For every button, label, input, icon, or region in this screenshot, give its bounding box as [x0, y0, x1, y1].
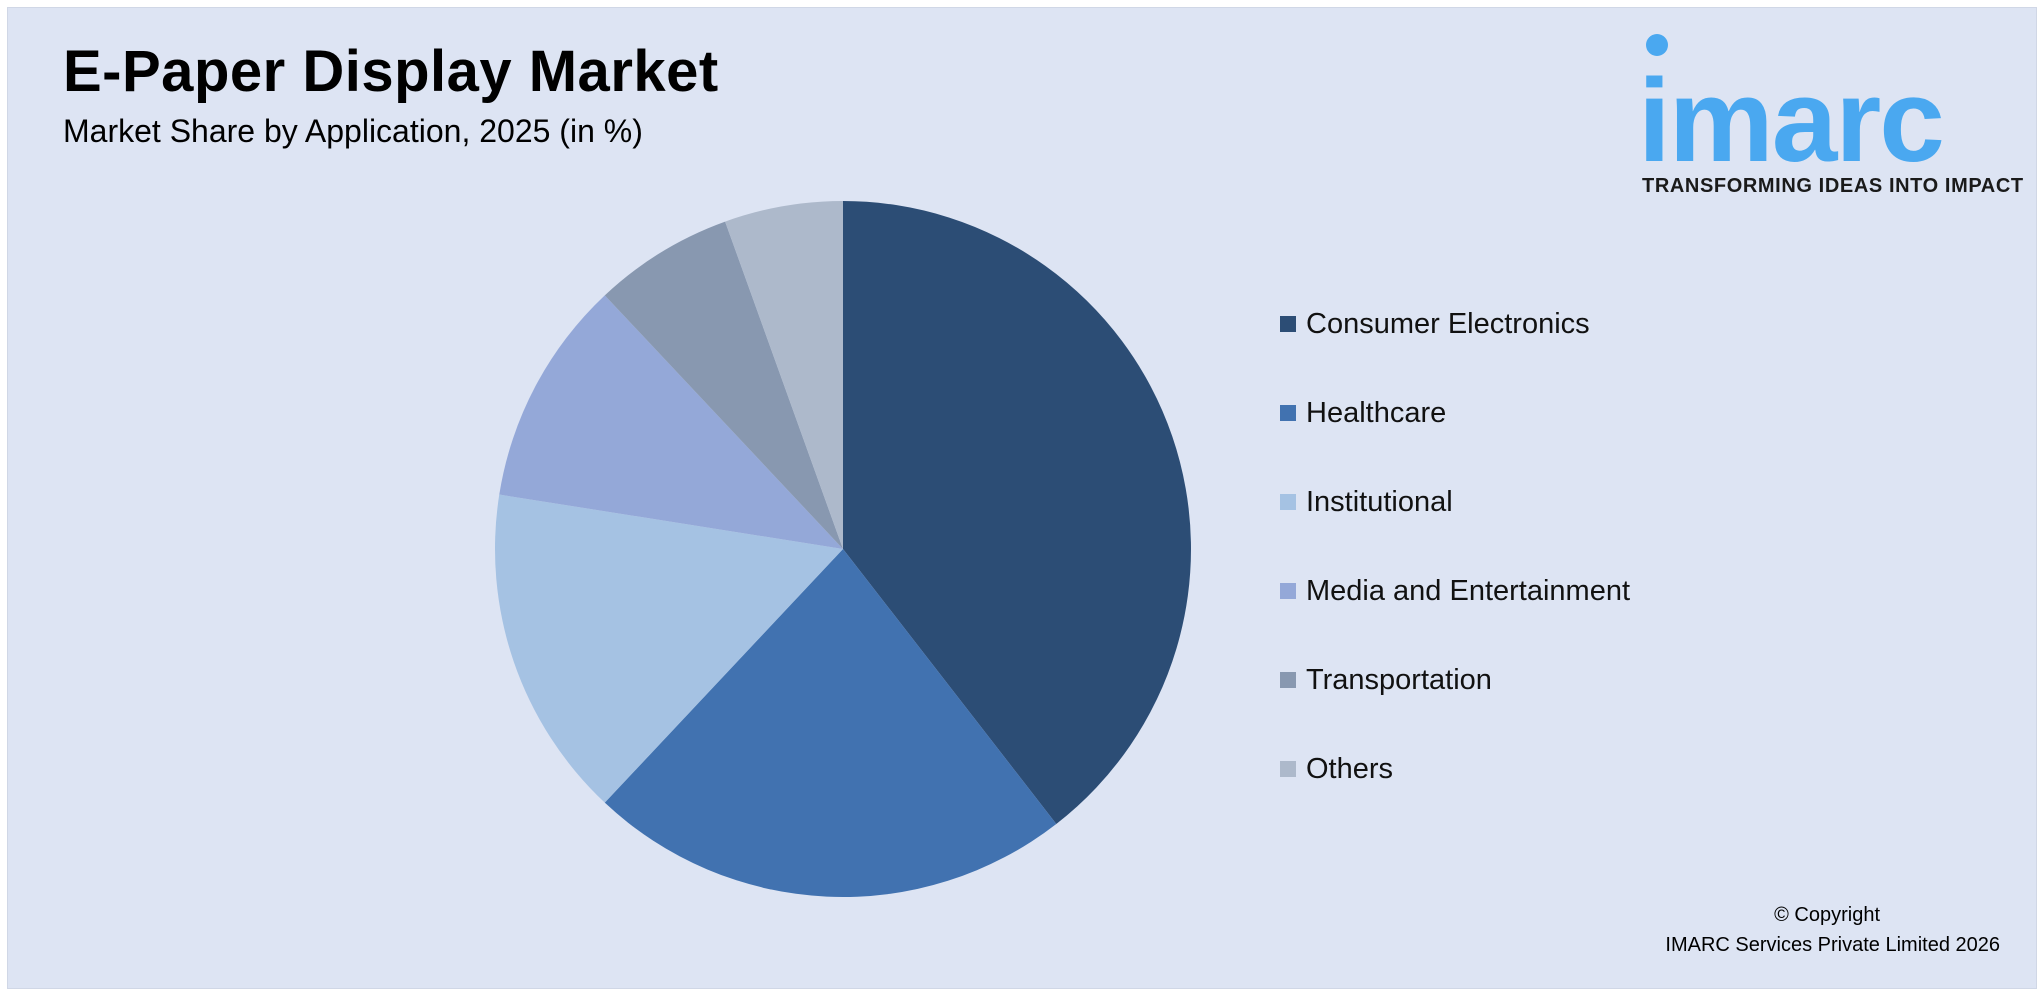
pie-chart: [494, 201, 1191, 897]
chart-subtitle: Market Share by Application, 2025 (in %): [63, 113, 643, 149]
legend-label: Others: [1306, 752, 1394, 785]
pie-slice-media-and-entertainment: [499, 295, 843, 549]
legend-swatch: [1280, 494, 1296, 510]
legend-item: Consumer Electronics: [1280, 304, 1590, 344]
logo-wordmark: imarc: [1638, 55, 1945, 187]
legend-label: Transportation: [1306, 663, 1492, 696]
chart-canvas: E-Paper Display Market Market Share by A…: [7, 7, 2037, 989]
legend-item: Media and Entertainment: [1280, 571, 1630, 611]
pie-slice-transportation: [604, 221, 843, 549]
legend-label: Consumer Electronics: [1306, 307, 1590, 340]
pie-slice-others: [725, 201, 843, 549]
copyright-line-1: © Copyright: [1774, 904, 1880, 926]
copyright-notice: © Copyright IMARC Services Private Limit…: [1665, 900, 2000, 960]
legend-label: Institutional: [1306, 485, 1453, 518]
legend-item: Healthcare: [1280, 393, 1446, 433]
legend-swatch: [1280, 583, 1296, 599]
copyright-line-2: IMARC Services Private Limited 2026: [1665, 934, 2000, 956]
chart-title: E-Paper Display Market: [63, 39, 719, 104]
logo-tagline: TRANSFORMING IDEAS INTO IMPACT: [1642, 175, 2024, 197]
pie-slice-consumer-electronics: [843, 201, 1191, 824]
legend-item: Institutional: [1280, 482, 1453, 522]
pie-slice-institutional: [494, 494, 843, 803]
legend-label: Media and Entertainment: [1306, 574, 1631, 607]
legend-swatch: [1280, 316, 1296, 332]
imarc-logo: imarc TRANSFORMING IDEAS INTO IMPACT: [1638, 34, 2028, 204]
legend-label: Healthcare: [1306, 396, 1447, 429]
legend-swatch: [1280, 405, 1296, 421]
legend-swatch: [1280, 672, 1296, 688]
pie-slice-healthcare: [604, 549, 1057, 897]
legend-item: Others: [1280, 749, 1393, 789]
logo-dot-icon: [1646, 34, 1668, 56]
legend-item: Transportation: [1280, 660, 1492, 700]
legend-swatch: [1280, 761, 1296, 777]
